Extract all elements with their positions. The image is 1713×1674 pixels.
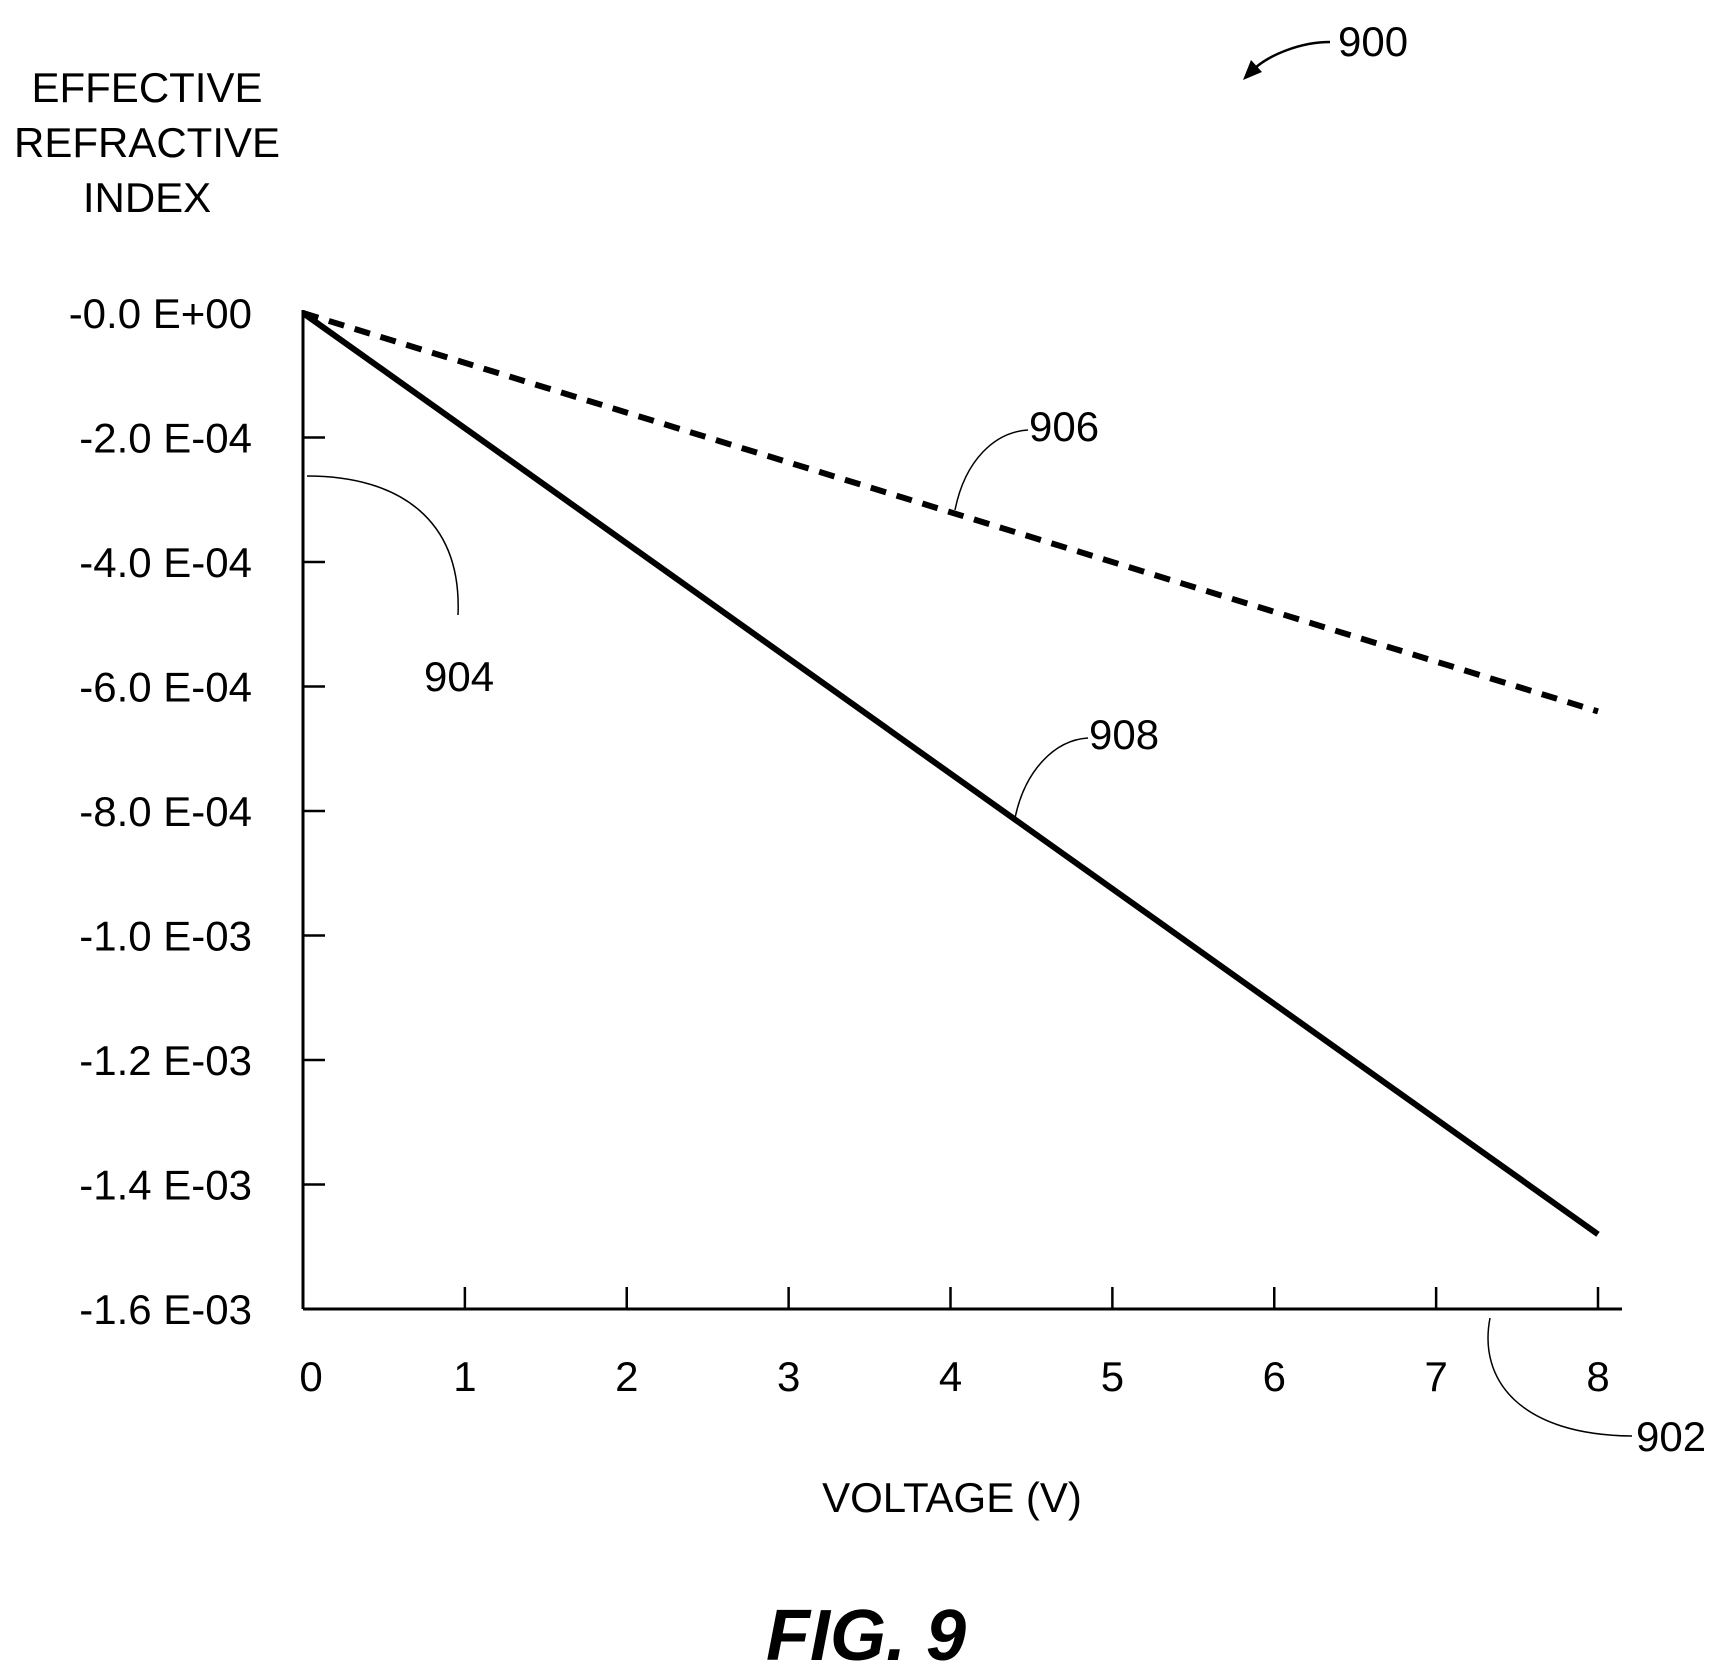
y-axis-label: EFFECTIVE REFRACTIVE INDEX: [14, 64, 280, 221]
x-axis-label: VOLTAGE (V): [822, 1474, 1082, 1521]
series-line-solid: [301, 310, 1600, 1237]
x-tick-label: 7: [1424, 1353, 1447, 1400]
callout-906-leader: [954, 429, 1029, 511]
x-tick-label: 5: [1101, 1353, 1124, 1400]
y-tick-label: -2.0 E-04: [79, 415, 252, 462]
x-tick-label: 2: [615, 1353, 638, 1400]
y-axis-ticks: -0.0 E+00 -2.0 E-04 -4.0 E-04 -6.0 E-04 -8.0…: [69, 290, 325, 1333]
callout-908: 908: [1014, 711, 1159, 819]
callout-906-label: 906: [1029, 403, 1099, 450]
data-series: [301, 310, 1600, 1237]
x-tick-label: 4: [939, 1353, 962, 1400]
y-tick-label: -1.4 E-03: [79, 1162, 252, 1209]
callout-904-label: 904: [424, 653, 494, 700]
y-axis-label-line: EFFECTIVE: [31, 64, 262, 111]
x-tick-label: 1: [453, 1353, 476, 1400]
callout-902-label: 902: [1636, 1413, 1706, 1460]
y-tick-label: -4.0 E-04: [79, 539, 252, 586]
y-tick-label: -1.0 E-03: [79, 913, 252, 960]
callout-908-leader: [1014, 737, 1089, 819]
x-axis-ticks: 0 1 2 3 4 5 6 7 8: [299, 1287, 1610, 1400]
callout-904: 904: [306, 475, 494, 700]
y-tick-label: -6.0 E-04: [79, 664, 252, 711]
x-tick-label: 0: [299, 1353, 322, 1400]
y-tick-label: -1.2 E-03: [79, 1037, 252, 1084]
callout-902-leader: [1487, 1317, 1633, 1437]
callout-906: 906: [954, 403, 1099, 511]
y-tick-label: -1.6 E-03: [79, 1286, 252, 1333]
y-axis-label-line: REFRACTIVE: [14, 119, 280, 166]
x-tick-label: 3: [777, 1353, 800, 1400]
figure-ref-900: 900: [1338, 18, 1408, 65]
figure-caption: FIG. 9: [766, 1596, 966, 1674]
y-tick-label: -0.0 E+00: [69, 290, 252, 337]
y-axis-label-line: INDEX: [83, 174, 211, 221]
x-tick-label: 8: [1586, 1353, 1609, 1400]
callout-904-leader: [306, 475, 459, 616]
series-line-dashed: [302, 310, 1599, 715]
callout-908-label: 908: [1089, 711, 1159, 758]
x-tick-label: 6: [1263, 1353, 1286, 1400]
callout-902: 902: [1487, 1317, 1706, 1460]
figure-ref-arrow-icon: [1254, 40, 1331, 69]
figure-ref-arrowhead-icon: [1243, 60, 1262, 80]
y-tick-label: -8.0 E-04: [79, 788, 252, 835]
